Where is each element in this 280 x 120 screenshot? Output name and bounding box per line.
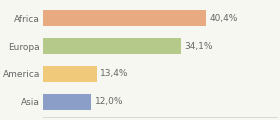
Text: 34,1%: 34,1% [184,42,213,51]
Bar [43,94,91,110]
Bar [43,38,181,54]
Text: 12,0%: 12,0% [95,97,123,106]
Bar [43,10,206,26]
Text: 13,4%: 13,4% [100,69,129,78]
Text: 40,4%: 40,4% [209,14,238,23]
Bar [43,66,97,82]
